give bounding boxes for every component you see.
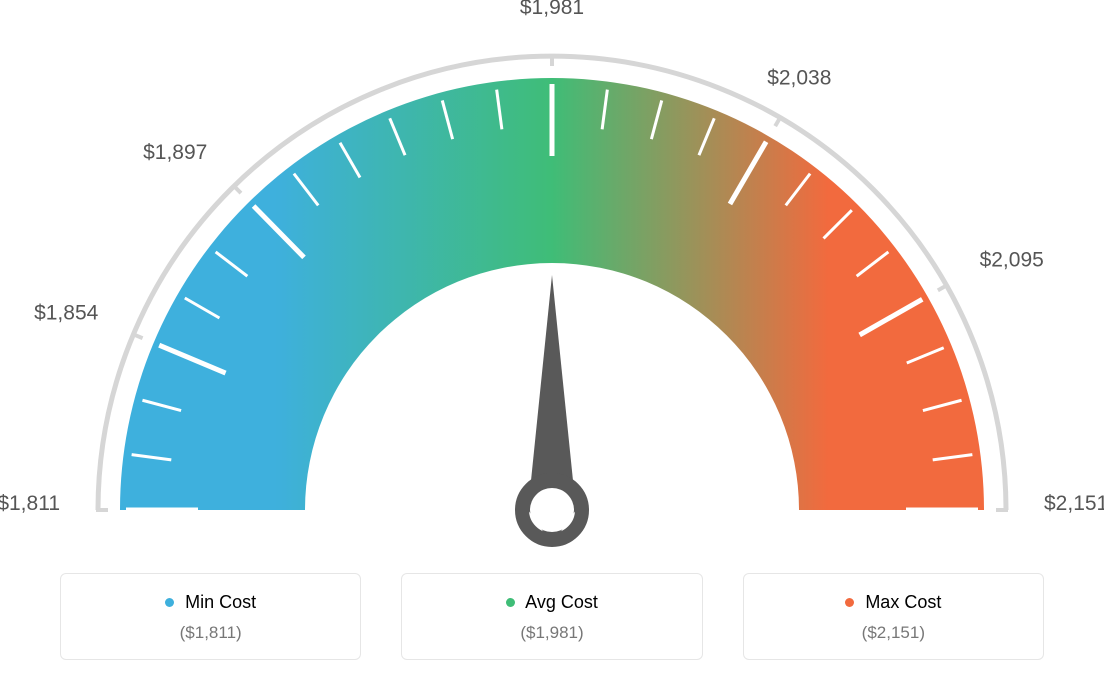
legend-card-min: Min Cost ($1,811) (60, 573, 361, 660)
legend-avg-label: Avg Cost (525, 592, 598, 612)
tick-label: $2,095 (980, 249, 1044, 272)
legend-max-value: ($2,151) (754, 623, 1033, 643)
gauge-container: $1,811 $1,854 $1,897 $1,981 $2,038 $2,095 $2,1… (0, 0, 1104, 560)
legend-max-label: Max Cost (865, 592, 941, 612)
tick-label: $2,151 (1044, 492, 1104, 515)
legend-min-value: ($1,811) (71, 623, 350, 643)
dot-icon-avg (506, 598, 515, 607)
tick-label: $1,854 (34, 302, 99, 325)
dot-icon-max (845, 598, 854, 607)
tick-label: $1,981 (520, 0, 584, 19)
legend-row: Min Cost ($1,811) Avg Cost ($1,981) Max … (60, 573, 1044, 660)
legend-avg-title: Avg Cost (412, 592, 691, 613)
dot-icon-min (165, 598, 174, 607)
gauge-svg: $1,811 $1,854 $1,897 $1,981 $2,038 $2,095 $2,1… (0, 0, 1104, 560)
tick-label: $1,811 (0, 492, 60, 515)
legend-card-max: Max Cost ($2,151) (743, 573, 1044, 660)
needle-hub-inner (530, 488, 574, 532)
legend-max-title: Max Cost (754, 592, 1033, 613)
tick-label: $2,038 (767, 67, 831, 90)
legend-min-title: Min Cost (71, 592, 350, 613)
legend-min-label: Min Cost (185, 592, 256, 612)
legend-card-avg: Avg Cost ($1,981) (401, 573, 702, 660)
legend-avg-value: ($1,981) (412, 623, 691, 643)
tick-label: $1,897 (143, 141, 207, 164)
